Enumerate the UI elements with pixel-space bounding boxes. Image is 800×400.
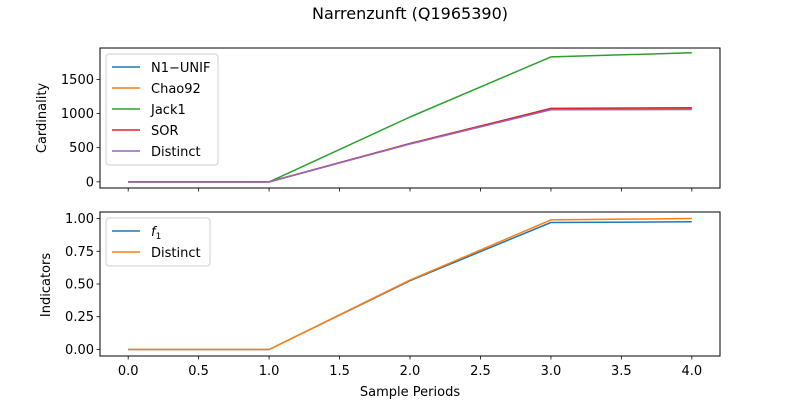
indicators-legend-label-distinct: Distinct: [151, 246, 201, 261]
indicators-x-tick-label: 2.0: [400, 364, 421, 379]
cardinality-legend-label-distinct: Distinct: [151, 145, 201, 160]
cardinality-y-tick-label: 0: [86, 175, 94, 190]
indicators-x-tick-label: 1.5: [329, 364, 350, 379]
cardinality-y-tick-label: 500: [69, 141, 94, 156]
indicators-x-tick-label: 0.0: [118, 364, 139, 379]
cardinality-series-line-distinct: [128, 108, 692, 183]
indicators-x-tick-label: 3.5: [611, 364, 632, 379]
indicators-plot-lines: [128, 217, 692, 351]
indicators-series-line-f1: [128, 221, 692, 351]
cardinality-y-tick-label: 1000: [61, 107, 94, 122]
cardinality-y-tick-label: 1500: [61, 73, 94, 88]
indicators-x-tick-label: 2.5: [470, 364, 491, 379]
cardinality-plot-lines: [128, 52, 692, 183]
figure-title: Narrenzunft (Q1965390): [312, 4, 508, 23]
indicators-y-tick-label: 1.00: [65, 212, 94, 227]
cardinality-legend-label-sor: SOR: [151, 124, 179, 139]
indicators-y-axis-label: Indicators: [39, 253, 54, 317]
indicators-x-tick-label: 4.0: [681, 364, 702, 379]
indicators-panel: 0.00 0.25 0.50 0.75 1.00 0.0 0.5 1.0 1.5 2.0 2.5 3…: [39, 211, 721, 379]
cardinality-legend-label-jack1: Jack1: [150, 103, 186, 118]
cardinality-legend-label-n1-unif: N1−UNIF: [151, 61, 210, 76]
indicators-y-ticks: 0.00 0.25 0.50 0.75 1.00: [65, 212, 100, 358]
indicators-y-tick-label: 0.50: [65, 278, 94, 293]
indicators-x-tick-label: 0.5: [188, 364, 209, 379]
indicators-legend-label-f1: f1: [151, 225, 161, 242]
indicators-y-tick-label: 0.25: [65, 310, 94, 325]
cardinality-y-axis-label: Cardinality: [35, 83, 50, 154]
indicators-x-tick-label: 3.0: [541, 364, 562, 379]
indicators-legend: f1 Distinct: [105, 217, 211, 267]
cardinality-legend-label-chao92: Chao92: [151, 82, 201, 97]
indicators-y-tick-label: 0.00: [65, 343, 94, 358]
cardinality-legend: N1−UNIF Chao92 Jack1 SOR Distinct: [105, 53, 219, 166]
indicators-x-ticks: 0.0 0.5 1.0 1.5 2.0 2.5 3.0 3.5 4.0: [118, 356, 702, 379]
indicators-series-line-distinct: [128, 217, 692, 351]
indicators-y-tick-label: 0.75: [65, 245, 94, 260]
cardinality-x-ticks: [127, 188, 693, 192]
cardinality-panel: 0 500 1000 1500 Cardinality N1−UNIF Chao92 Ja…: [35, 47, 721, 192]
cardinality-legend-box: [105, 53, 219, 166]
indicators-legend-box: [105, 217, 211, 267]
indicators-x-tick-label: 1.0: [259, 364, 280, 379]
x-axis-label: Sample Periods: [360, 385, 460, 400]
cardinality-y-ticks: 0 500 1000 1500: [61, 73, 100, 190]
